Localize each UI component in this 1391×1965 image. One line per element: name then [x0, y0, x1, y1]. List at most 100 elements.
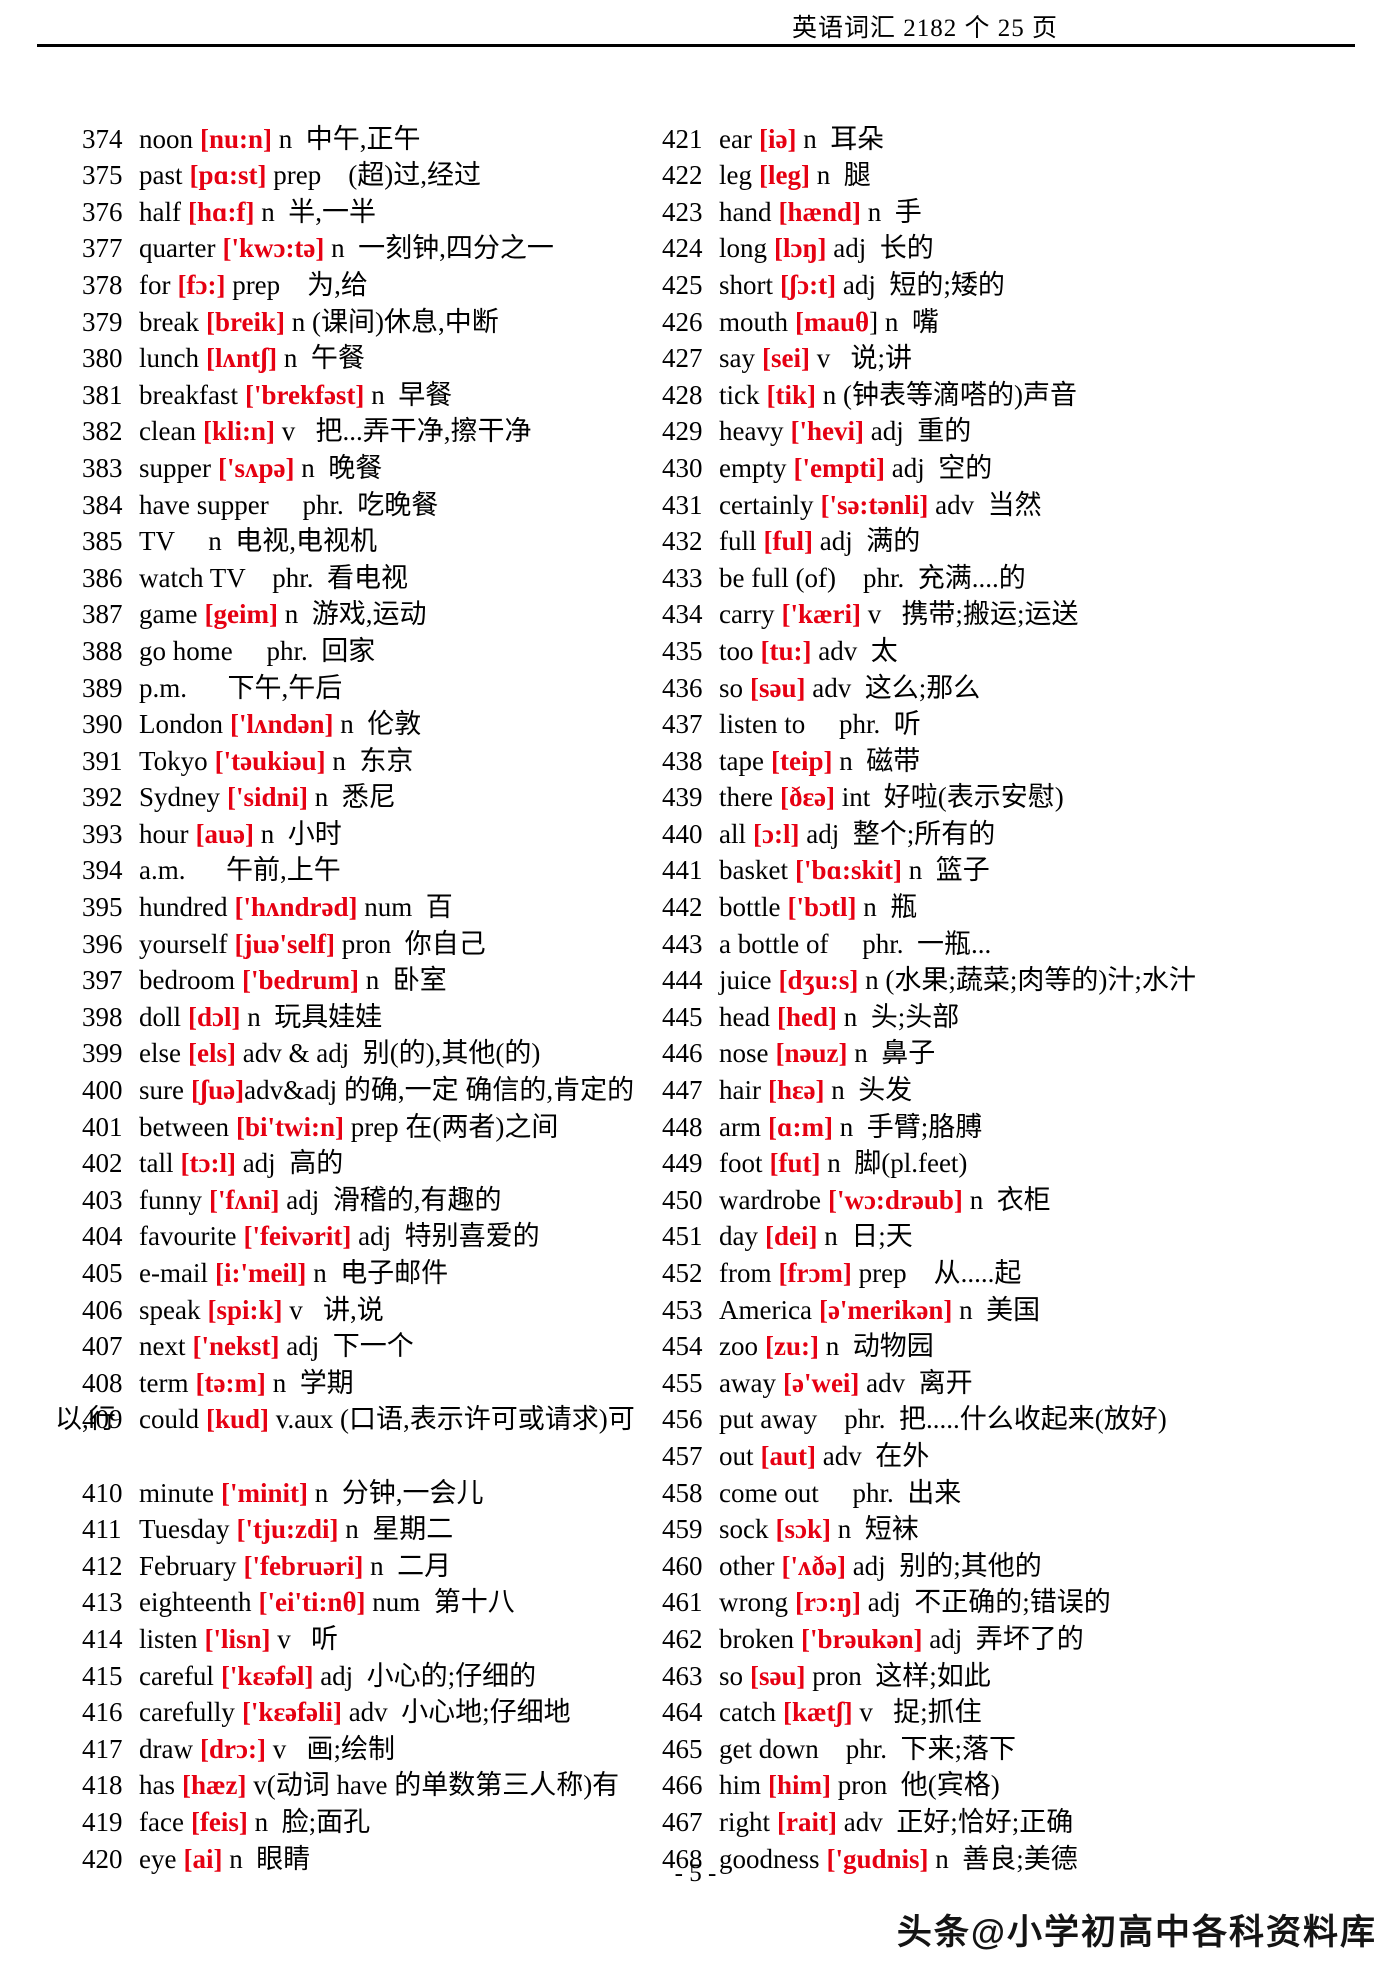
- vocab-entry: 375 past [pɑ:st] prep (超)过,经过: [55, 121, 635, 190]
- entry-number: 392: [82, 782, 123, 813]
- entry-pos-meaning: n 分钟,一会儿: [308, 1477, 484, 1508]
- vocab-entry: 412 February ['februəri] n 二月: [55, 1511, 635, 1581]
- entry-pos-meaning: adj 高的: [235, 1148, 344, 1179]
- entry-pos-meaning: adv & adj 别(的),其他(的): [235, 1038, 541, 1069]
- entry-number: 384: [82, 489, 123, 520]
- entry-word: juice: [719, 965, 772, 996]
- entry-number: 439: [662, 782, 703, 813]
- entry-number: 398: [82, 1001, 123, 1032]
- vocab-column-left: 374 noon [nu:n] n 中午,正午 375 past [pɑ:st] pre…: [55, 84, 635, 1874]
- watermark-text: 头条@小学初高中各科资料库: [896, 1913, 1377, 1952]
- entry-number: 414: [82, 1623, 123, 1654]
- entry-word: leg: [719, 160, 752, 191]
- entry-number: 423: [662, 196, 703, 227]
- vocab-entry: 385 TV n 电视,电视机: [55, 487, 635, 556]
- entry-pos-meaning: n 电视,电视机: [174, 526, 378, 557]
- entry-number: 441: [662, 855, 703, 886]
- entry-phonetic: [lɔŋ]: [774, 233, 827, 264]
- entry-pos-meaning: adv 当然: [928, 489, 1042, 520]
- entry-pos-meaning: adj 短的;矮的: [836, 269, 1005, 300]
- vocab-entry: 462 broken ['brəukən] adj 弄坏了的: [635, 1584, 1391, 1654]
- entry-word: favourite: [139, 1221, 237, 1252]
- entry-pos-meaning: n 星期二: [338, 1514, 454, 1545]
- entry-phonetic: [nəuz]: [775, 1038, 848, 1069]
- entry-pos-meaning: phr. 回家: [232, 635, 376, 666]
- entry-word: tape: [719, 745, 764, 776]
- entry-word: between: [139, 1111, 229, 1142]
- entry-number: 378: [82, 269, 123, 300]
- entry-word: carry: [719, 599, 775, 630]
- entry-pos-meaning: adj 空的: [884, 452, 993, 483]
- vocab-entry: 439 there [ðɛə] int 好啦(表示安慰): [635, 743, 1391, 812]
- vocab-entry: 424 long [lɔŋ] adj 长的: [635, 194, 1391, 263]
- vocab-entry: 466 him [him] pron 他(宾格): [635, 1731, 1391, 1800]
- entry-pos-meaning: n 一刻钟,四分之一: [324, 233, 554, 264]
- entry-pos-meaning: v 捉;抓住: [852, 1697, 982, 1728]
- entry-pos-meaning: num 百: [357, 892, 453, 923]
- entry-number: 418: [82, 1770, 123, 1801]
- entry-word: clean: [139, 416, 196, 447]
- entry-number: 463: [662, 1660, 703, 1691]
- vocab-entry: 458 come out phr. 出来: [635, 1438, 1391, 1508]
- entry-word: America: [719, 1294, 812, 1325]
- entry-word: quarter: [139, 233, 216, 264]
- entry-number: 432: [662, 526, 703, 557]
- vocab-entry: 446 nose [nəuz] n 鼻子: [635, 999, 1391, 1068]
- entry-number: 379: [82, 306, 123, 337]
- vocab-entry: 441 basket ['bɑ:skit] n 篮子: [635, 816, 1391, 885]
- entry-word: zoo: [719, 1331, 758, 1362]
- vocab-entry: 389 p.m. 下午,午后: [55, 633, 635, 703]
- entry-phonetic: [aut]: [760, 1440, 817, 1471]
- entry-phonetic: [mauθ: [795, 306, 870, 337]
- entry-number: 382: [82, 416, 123, 447]
- vocab-entry: 401 between [bi'twi:n] prep 在(两者)之间: [55, 1072, 635, 1142]
- entry-number: 446: [662, 1038, 703, 1069]
- entry-number: 429: [662, 416, 703, 447]
- entry-number: 458: [662, 1477, 703, 1508]
- entry-number: 416: [82, 1697, 123, 1728]
- entry-word: a bottle of: [719, 928, 829, 959]
- entry-word: full: [719, 526, 757, 557]
- entry-phonetic: ['bedrum]: [241, 965, 359, 996]
- entry-number: 406: [82, 1294, 123, 1325]
- entry-number: 447: [662, 1075, 703, 1106]
- entry-phonetic: [hæz]: [182, 1770, 247, 1801]
- entry-word: past: [139, 160, 183, 191]
- vocab-entry: 467 right [rait] adv 正好;恰好;正确: [635, 1767, 1391, 1837]
- entry-word: so: [719, 1660, 744, 1691]
- entry-pos-meaning: phr. 下来;落下: [818, 1733, 1016, 1764]
- entry-number: 389: [82, 672, 123, 703]
- entry-phonetic: [tik]: [766, 379, 817, 410]
- entry-phonetic: [drɔ:]: [199, 1733, 266, 1764]
- vocab-entry: 415 careful ['kɛəfəl] adj 小心的;仔细的: [55, 1621, 635, 1691]
- entry-word: foot: [719, 1148, 763, 1179]
- entry-number: 408: [82, 1367, 123, 1398]
- vocab-entry: 454 zoo [zu:] n 动物园: [635, 1292, 1391, 1361]
- entry-word: bottle: [719, 892, 781, 923]
- vocab-entry: 425 short [ʃɔ:t] adj 短的;矮的: [635, 230, 1391, 300]
- page-header-title: 英语词汇 2182 个 25 页: [791, 15, 1058, 42]
- entry-phonetic: ['empti]: [793, 452, 885, 483]
- entry-pos-meaning: n 瓶: [856, 892, 918, 923]
- vocab-entry: 417 draw [drɔ:] v 画;绘制: [55, 1694, 635, 1764]
- entry-number: 388: [82, 635, 123, 666]
- vocab-entry: 386 watch TV phr. 看电视: [55, 523, 635, 593]
- header-divider-rule: [37, 44, 1355, 47]
- vocab-entry: 433 be full (of) phr. 充满....的: [635, 523, 1391, 593]
- entry-number: 381: [82, 379, 123, 410]
- entry-phonetic: ['tju:zdi]: [236, 1514, 339, 1545]
- entry-word: e-mail: [139, 1258, 208, 1288]
- entry-phonetic: [ðɛə]: [779, 782, 835, 813]
- vocab-entry: 430 empty ['empti] adj 空的: [635, 413, 1391, 483]
- vocab-entry: 459 sock [sɔk] n 短袜: [635, 1475, 1391, 1544]
- vocab-entry: 392 Sydney ['sidni] n 悉尼: [55, 743, 635, 812]
- entry-number: 422: [662, 160, 703, 191]
- entry-number: 377: [82, 233, 123, 264]
- entry-pos-meaning: phr. 吃晚餐: [268, 489, 439, 520]
- entry-phonetic: [hɑ:f]: [187, 196, 255, 227]
- vocab-entry: 391 Tokyo ['təukiəu] n 东京: [55, 706, 635, 776]
- vocab-entry: 404 favourite ['feivərit] adj 特别喜爱的: [55, 1182, 635, 1251]
- entry-phonetic: [rɔ:ŋ]: [795, 1587, 861, 1618]
- vocab-entry: 468 goodness ['gudnis] n 善良;美德: [635, 1804, 1391, 1874]
- entry-phonetic: ['sʌpə]: [217, 452, 295, 483]
